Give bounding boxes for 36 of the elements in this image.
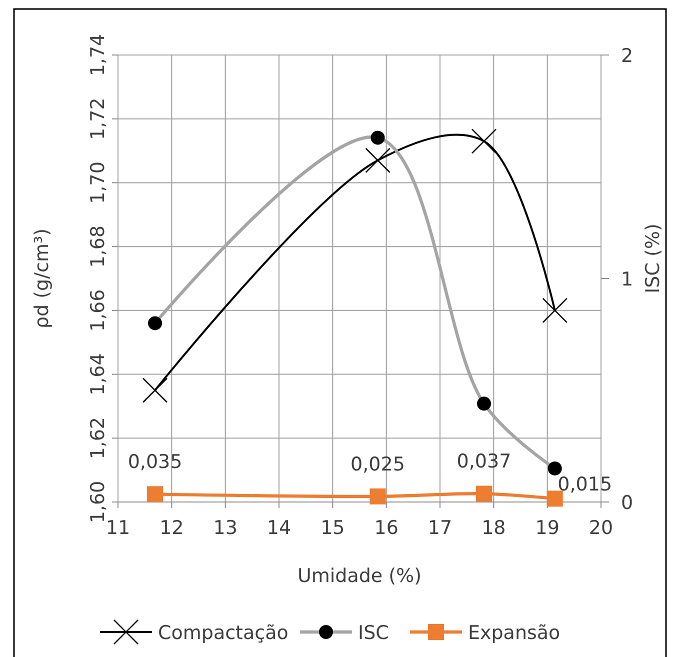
point <box>370 488 386 504</box>
legend-label: Expansão <box>468 622 560 644</box>
point <box>147 486 164 502</box>
data-label: 0,035 <box>128 451 182 474</box>
x-tick-label: 13 <box>213 517 238 539</box>
x-tick-label: 16 <box>374 517 398 539</box>
point <box>365 148 390 174</box>
y-tick-label: 1,68 <box>87 225 109 268</box>
y2-axis-title: ISC (%) <box>642 224 664 294</box>
x-tick-label: 19 <box>535 517 560 539</box>
x-tick-label: 18 <box>482 517 506 539</box>
data-label: 0,037 <box>456 450 512 473</box>
x-axis-title: Umidade (%) <box>297 565 422 587</box>
data-label: 0,025 <box>350 453 405 476</box>
point <box>142 378 168 403</box>
x-tick-label: 14 <box>266 517 292 539</box>
x-tick-label: 20 <box>588 517 614 539</box>
y-tick-label: 1,64 <box>87 353 109 396</box>
y-tick-label: 1,62 <box>87 416 109 460</box>
x-tick-label: 17 <box>428 517 452 539</box>
y-axis-title: ρd (g/cm³) <box>31 228 53 329</box>
point <box>476 486 492 502</box>
y2-tick-label: 1 <box>620 268 634 290</box>
y2-tick-label: 0 <box>620 492 634 514</box>
y-tick-label: 1,66 <box>87 289 109 332</box>
point <box>542 298 568 324</box>
y-tick-label: 1,74 <box>87 34 109 76</box>
point <box>471 128 497 154</box>
y-tick-label: 1,70 <box>87 162 109 204</box>
legend-label: Compactação <box>158 622 288 644</box>
data-label: 0,015 <box>558 474 612 496</box>
legend-label: ISC <box>358 622 389 644</box>
y-tick-label: 1,72 <box>87 98 109 140</box>
x-tick-label: 12 <box>160 517 184 539</box>
y2-tick-label: 2 <box>620 45 634 67</box>
x-tick-label: 15 <box>320 517 345 539</box>
